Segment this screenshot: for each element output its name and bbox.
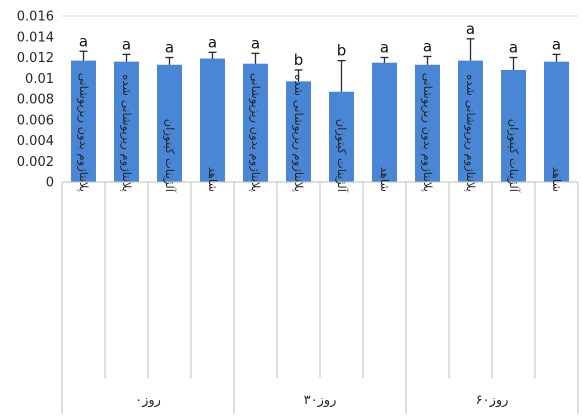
significance-label: a (552, 35, 561, 53)
bar (372, 62, 397, 182)
x-category-label: شاهد (550, 167, 564, 192)
x-group-label: روز۰ (135, 393, 161, 408)
y-tick-label: 0 (46, 176, 54, 191)
bar (286, 81, 311, 182)
significance-label: a (423, 37, 432, 55)
bar (114, 61, 139, 182)
significance-label: a (208, 33, 217, 51)
y-tick-label: 0.008 (17, 93, 54, 108)
significance-label: a (122, 35, 131, 53)
significance-label: a (509, 39, 518, 57)
y-tick-label: 0.006 (17, 113, 54, 128)
x-category-label: شاهد (378, 167, 392, 192)
bar (415, 64, 440, 182)
bar (200, 58, 225, 182)
x-category-label: شاهد (206, 167, 220, 192)
bar (71, 60, 96, 182)
bar (329, 91, 354, 182)
significance-label: b (294, 51, 304, 69)
y-tick-label: 0.01 (25, 72, 54, 87)
x-category-label: آلژینات کیتوزان (162, 119, 177, 193)
x-category-label: پلانتاژوم ریزپوشانی شده (291, 74, 306, 192)
y-tick-label: 0.014 (17, 30, 54, 45)
significance-label: a (251, 34, 260, 52)
significance-label: a (466, 20, 475, 38)
bar (501, 69, 526, 182)
x-category-label: پلانتاژوم بدون ریزپوشانی (248, 73, 263, 192)
x-category-label: آلژینات کیتوزان (506, 119, 521, 193)
x-category-label: آلژینات کیتوزان (334, 119, 349, 193)
x-group-label: روز۳۰ (304, 393, 337, 408)
y-tick-label: 0.004 (17, 134, 54, 149)
bar (544, 61, 569, 182)
significance-label: a (79, 32, 88, 50)
x-category-label: پلانتاژوم بدون ریزپوشانی (420, 73, 435, 192)
y-tick-label: 0.016 (17, 10, 54, 25)
bar (157, 64, 182, 182)
x-category-label: پلانتاژوم بدون ریزپوشانی (76, 73, 91, 192)
significance-label: a (380, 39, 389, 57)
x-group-label: روز۶۰ (476, 393, 509, 408)
y-tick-label: 0.012 (17, 51, 54, 66)
significance-label: b (337, 42, 347, 60)
bar (458, 60, 483, 182)
significance-label: a (165, 39, 174, 57)
x-category-label: پلانتاژوم ریزپوشانی شده (119, 74, 134, 192)
y-tick-label: 0.002 (17, 155, 54, 170)
x-category-label: پلانتاژوم ریزپوشانی شده (463, 74, 478, 192)
bar (243, 63, 268, 182)
